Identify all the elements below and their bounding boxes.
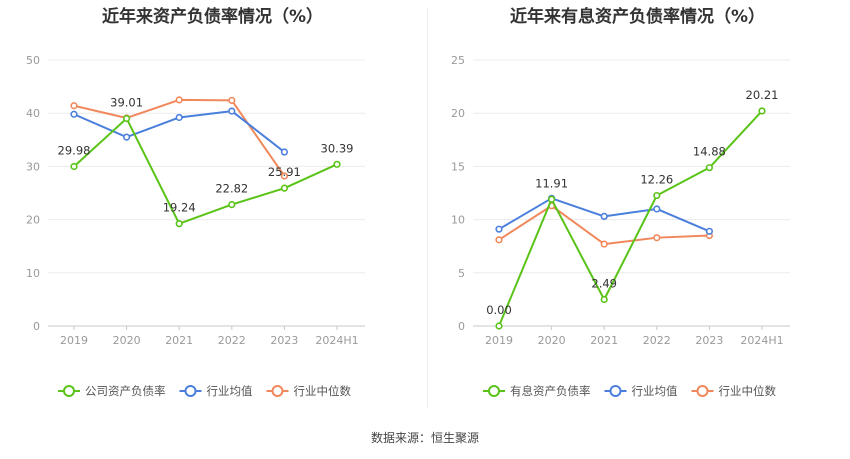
x-tick-label: 2019 xyxy=(60,334,88,347)
x-tick-label: 2022 xyxy=(218,334,246,347)
data-point xyxy=(228,107,236,115)
legend-swatch-marker xyxy=(271,385,284,397)
data-point xyxy=(228,96,236,105)
chart-title: 近年来资产负债率情况（%） xyxy=(101,7,324,27)
chart-debt-ratio: 0 10 20 30 40 50 2019 2020 2021 2022 2023 2024H1 29.… xyxy=(26,54,365,398)
data-point xyxy=(122,133,131,141)
x-tick-label: 2020 xyxy=(113,334,141,347)
data-point xyxy=(495,322,503,330)
x-tick-label: 2023 xyxy=(270,334,298,347)
y-tick-label: 30 xyxy=(26,160,40,173)
x-tick-label: 2024H1 xyxy=(740,334,783,347)
data-point xyxy=(653,234,661,242)
data-point xyxy=(70,162,78,171)
chart-title: 近年来有息资产负债率情况（%） xyxy=(509,7,766,27)
data-label: 12.26 xyxy=(640,173,673,187)
data-point xyxy=(653,191,661,200)
data-point xyxy=(175,113,183,122)
y-tick-label: 20 xyxy=(451,107,465,120)
y-tick-label: 50 xyxy=(26,54,40,67)
legend-swatch-marker xyxy=(488,385,500,397)
y-tick-label: 5 xyxy=(458,267,465,280)
data-point xyxy=(600,240,608,248)
x-tick-label: 2021 xyxy=(165,334,193,347)
data-point xyxy=(122,114,131,123)
data-point xyxy=(758,107,766,115)
y-tick-label: 20 xyxy=(26,214,40,227)
data-label: 11.91 xyxy=(535,176,568,190)
data-point xyxy=(653,205,661,213)
x-tick-label: 2024H1 xyxy=(315,334,358,347)
panel-divider xyxy=(427,8,428,408)
data-point xyxy=(547,195,556,203)
data-point xyxy=(600,212,608,221)
data-point xyxy=(600,295,608,304)
data-label: 29.98 xyxy=(58,144,91,158)
x-tick-label: 2021 xyxy=(590,334,618,347)
data-label: 20.21 xyxy=(746,88,779,102)
data-point xyxy=(175,220,183,228)
data-label: 30.39 xyxy=(321,141,354,155)
data-label: 0.00 xyxy=(486,303,512,317)
y-tick-label: 25 xyxy=(451,54,465,67)
legend-swatch-marker xyxy=(63,385,75,397)
data-source-note: 数据来源：恒生聚源 xyxy=(370,431,479,445)
data-point xyxy=(175,96,183,104)
chart-panel-interest-bearing-debt-ratio: 近年来有息资产负债率情况（%） 0 5 10 15 20 25 2019 2020 2021 20… xyxy=(425,0,850,410)
legend-label: 公司资产负债率 xyxy=(85,384,166,398)
y-tick-label: 40 xyxy=(26,107,40,120)
data-point xyxy=(280,172,289,180)
y-tick-label: 15 xyxy=(451,160,465,173)
data-label: 14.88 xyxy=(693,145,726,159)
legend-label: 行业均值 xyxy=(207,384,253,398)
data-point xyxy=(495,225,503,233)
series-line xyxy=(498,110,763,327)
legend-label: 行业中位数 xyxy=(719,384,777,398)
data-point xyxy=(70,102,78,110)
x-tick-label: 2019 xyxy=(485,334,513,347)
legend-label: 有息资产负债率 xyxy=(510,384,591,398)
y-tick-label: 10 xyxy=(451,214,465,227)
data-point xyxy=(705,164,714,172)
legend-swatch-marker xyxy=(696,385,709,397)
data-point xyxy=(333,160,341,168)
legend-swatch-marker xyxy=(184,385,197,397)
data-point xyxy=(228,200,236,209)
data-point xyxy=(495,236,503,244)
data-label: 19.24 xyxy=(163,201,196,215)
chart-interest-bearing-debt-ratio: 0 5 10 15 20 25 2019 2020 2021 2022 2023 2024H1 0.00… xyxy=(451,54,790,398)
y-tick-label: 0 xyxy=(458,320,465,333)
data-point xyxy=(280,184,289,192)
x-tick-label: 2020 xyxy=(538,334,566,347)
data-label: 22.82 xyxy=(215,182,248,196)
legend-label: 行业中位数 xyxy=(294,384,352,398)
x-tick-label: 2023 xyxy=(695,334,723,347)
data-point xyxy=(280,148,289,156)
data-point xyxy=(705,227,714,235)
data-label: 2.49 xyxy=(591,277,617,291)
series-line xyxy=(73,117,338,225)
chart-panel-debt-ratio: 近年来资产负债率情况（%） 0 10 20 30 40 50 2019 2020 2021 202… xyxy=(0,0,425,410)
data-label: 39.01 xyxy=(110,95,143,109)
data-label: 25.91 xyxy=(268,165,301,179)
legend-swatch-marker xyxy=(609,385,622,397)
y-tick-label: 0 xyxy=(33,320,40,333)
data-point xyxy=(70,110,78,118)
y-tick-label: 10 xyxy=(26,267,40,280)
legend-label: 行业均值 xyxy=(632,384,678,398)
x-tick-label: 2022 xyxy=(643,334,671,347)
